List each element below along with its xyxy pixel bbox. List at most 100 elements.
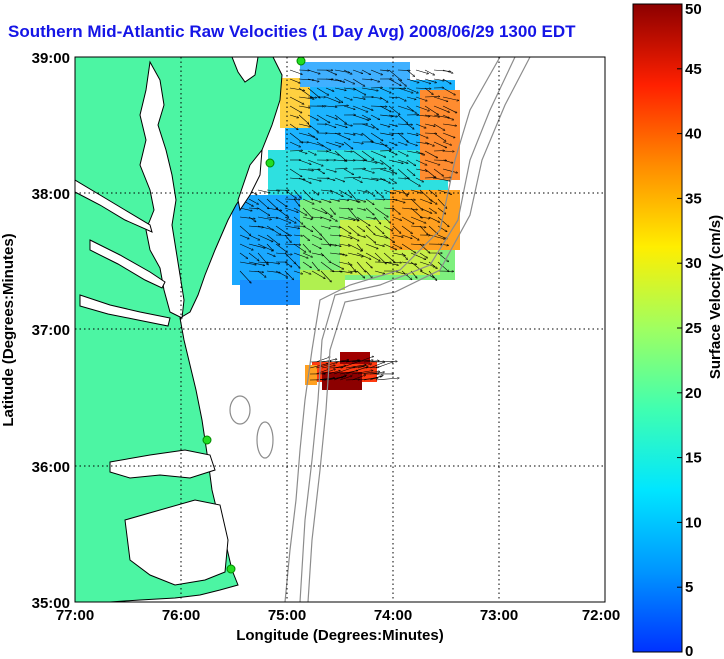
velocity-arrow [374, 270, 385, 274]
colorbar-tick-label: 50 [685, 1, 702, 18]
velocity-arrow [351, 360, 373, 363]
velocity-arrow [293, 270, 303, 274]
velocity-arrow [325, 141, 341, 147]
velocity-arrow [289, 123, 298, 130]
velocity-arrow [361, 105, 373, 110]
velocity-arrow [401, 234, 412, 239]
velocity-arrow [374, 243, 384, 246]
velocity-arrow [320, 234, 331, 246]
velocity-arrow [428, 270, 437, 281]
velocity-arrow [343, 141, 353, 149]
velocity-arrow [325, 69, 337, 75]
velocity-arrow [289, 141, 301, 147]
velocity-arrow [356, 243, 363, 251]
velocity-arrow [293, 235, 303, 236]
velocity-arrow [365, 243, 378, 249]
velocity-arrow [284, 199, 300, 200]
velocity-arrow [424, 141, 434, 146]
velocity-arrow [365, 189, 375, 196]
velocity-arrow [289, 150, 303, 151]
velocity-arrow [356, 216, 370, 226]
velocity-arrow [374, 225, 384, 234]
velocity-arrow [401, 243, 416, 253]
velocity-arrow [311, 261, 319, 271]
velocity-arrow [343, 123, 352, 126]
velocity-arrow [428, 198, 437, 204]
velocity-arrow [388, 105, 400, 115]
velocity-arrow [343, 105, 355, 109]
velocity-arrow [347, 198, 360, 202]
velocity-arrow [397, 150, 408, 156]
velocity-arrow [284, 225, 300, 228]
velocity-arrow [298, 105, 310, 108]
velocity-arrow [424, 78, 437, 83]
velocity-arrow [320, 198, 331, 202]
velocity-arrow [248, 216, 256, 222]
delaware-bay [231, 57, 259, 83]
station-marker [296, 57, 306, 66]
velocity-arrow [388, 177, 397, 183]
velocity-arrow [343, 151, 352, 152]
velocity-arrow [361, 79, 372, 80]
velocity-arrow [320, 207, 332, 217]
velocity-arrow [248, 198, 259, 204]
velocity-arrow [325, 114, 337, 119]
colorbar-tick-label: 10 [685, 514, 702, 531]
velocity-arrow [437, 207, 446, 214]
velocity-arrow [298, 132, 315, 137]
velocity-arrow [347, 243, 362, 251]
velocity-arrow [339, 376, 352, 381]
velocity-arrow [370, 150, 386, 157]
velocity-arrow [397, 87, 413, 93]
velocity-arrow [329, 261, 344, 269]
velocity-arrow [374, 199, 385, 200]
velocity-arrow [419, 225, 428, 235]
velocity-arrow [320, 252, 331, 263]
velocity-arrow [374, 207, 388, 217]
velocity-arrow [311, 198, 321, 202]
velocity-arrow [428, 225, 438, 234]
velocity-arrow [433, 123, 445, 130]
station-marker [226, 564, 236, 574]
velocity-arrow [298, 177, 311, 183]
velocity-arrow [379, 123, 390, 127]
y-axis: 35:00 36:00 37:00 38:00 39:00 Latitude (… [0, 50, 70, 612]
velocity-arrow [392, 198, 405, 203]
velocity-arrow [397, 141, 407, 145]
velocity-arrow [406, 159, 416, 166]
velocity-arrow [424, 105, 439, 115]
velocity-arrow [383, 208, 394, 209]
velocity-arrow [325, 78, 342, 81]
velocity-arrow [239, 270, 251, 283]
velocity-arrow [357, 371, 380, 375]
velocity-arrow [302, 216, 312, 220]
velocity-arrow [369, 362, 385, 369]
velocity-arrow [392, 262, 402, 263]
velocity-arrow [442, 105, 457, 113]
velocity-arrow [442, 96, 459, 101]
velocity-arrow [383, 216, 391, 223]
velocity-arrow [333, 367, 355, 375]
velocity-arrow [388, 159, 403, 163]
velocity-arrow [343, 96, 352, 100]
velocity-arrow [338, 225, 351, 234]
colorbar-tick-label: 30 [685, 255, 702, 272]
colorbar-tick-label: 25 [685, 320, 702, 337]
velocity-arrow [379, 105, 391, 112]
velocity-arrow [257, 216, 271, 220]
velocity-arrow [397, 159, 408, 163]
velocity-arrow [239, 243, 253, 250]
velocity-arrow [415, 78, 431, 84]
velocity-arrow [424, 69, 435, 75]
velocity-arrow [266, 234, 280, 245]
velocity-arrow [383, 243, 397, 250]
velocity-arrow [284, 244, 301, 245]
velocity-arrow [347, 207, 359, 221]
velocity-arrow [307, 114, 318, 120]
velocity-arrow [406, 168, 415, 176]
velocity-arrow [311, 217, 322, 218]
velocity-arrow [415, 177, 424, 182]
velocity-arrow [338, 234, 352, 239]
velocity-arrow [419, 243, 430, 253]
velocity-arrow [334, 69, 350, 73]
